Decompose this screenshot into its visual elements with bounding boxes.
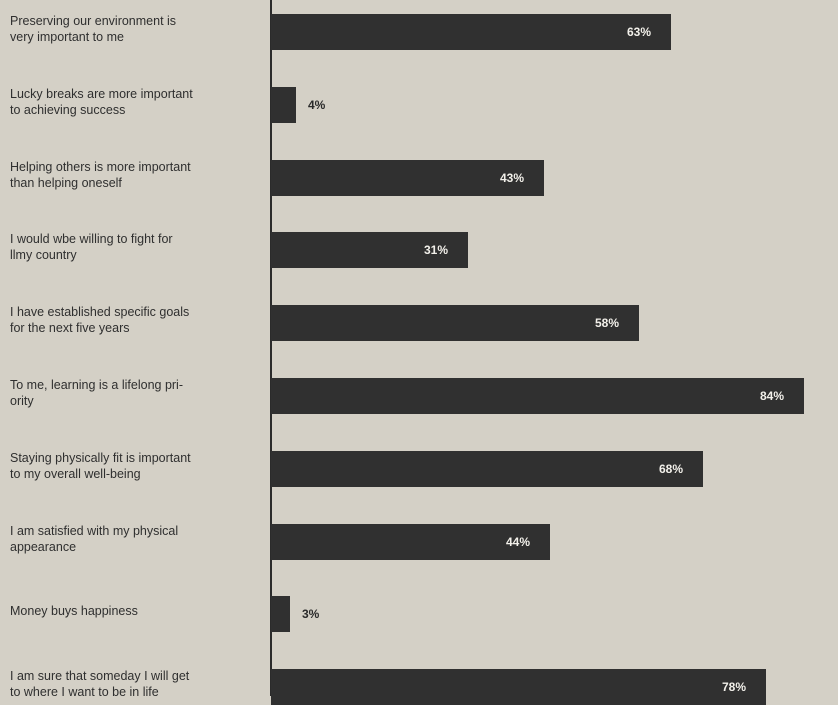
category-label: Preserving our environment is very import… [10,13,255,45]
bar [271,669,766,705]
category-label: Staying physically fit is important to my… [10,450,255,482]
bar [271,596,290,632]
category-label: I would wbe willing to fight for llmy cou… [10,231,255,263]
value-label: 4% [308,98,326,112]
bar [271,160,544,196]
category-label-line: I have established specific goals [10,305,190,319]
category-label: Helping others is more important than hel… [10,159,255,191]
category-label-line: Staying physically fit is important [10,451,191,465]
value-label: 63% [627,25,652,39]
category-label: I am sure that someday I will get to wher… [10,668,255,700]
category-label-line: for the next five years [10,321,130,335]
bar [271,378,804,414]
category-label-line: to my overall well-being [10,467,141,481]
category-label: I am satisfied with my physical appearanc… [10,523,255,555]
category-label: Lucky breaks are more important to achiev… [10,86,255,118]
value-label: 58% [595,316,620,330]
bar [271,305,639,341]
category-label-line: to where I want to be in life [10,685,159,699]
category-label-line: Helping others is more important [10,160,191,174]
value-label: 78% [722,680,747,694]
category-axis-line [270,0,272,696]
category-label-line: appearance [10,540,77,554]
category-label-line: very important to me [10,30,124,44]
category-label-line: I would wbe willing to fight for [10,232,173,246]
value-label: 84% [760,389,785,403]
category-label-line: to achieving success [10,103,126,117]
category-label: I have established specific goals for the… [10,304,255,336]
bar [271,232,468,268]
category-label-line: Money buys happiness [10,604,138,618]
category-label-line: To me, learning is a lifelong pri- [10,378,183,392]
bar [271,87,296,123]
value-label: 31% [424,243,449,257]
category-label: To me, learning is a lifelong pri-ority [10,377,255,409]
category-label-line: I am sure that someday I will get [10,669,190,683]
value-label: 3% [302,607,320,621]
bar [271,14,671,50]
category-label: Money buys happiness [10,603,255,619]
bar [271,524,550,560]
value-label: 68% [659,462,684,476]
category-label-line: than helping oneself [10,176,122,190]
category-label-line: Lucky breaks are more important [10,87,193,101]
value-label: 44% [506,535,531,549]
category-label-line: ority [10,394,34,408]
bar [271,451,703,487]
category-label-line: Preserving our environment is [10,14,177,28]
category-label-line: llmy country [10,248,77,262]
category-label-line: I am satisfied with my physical [10,524,179,538]
value-label: 43% [500,171,525,185]
